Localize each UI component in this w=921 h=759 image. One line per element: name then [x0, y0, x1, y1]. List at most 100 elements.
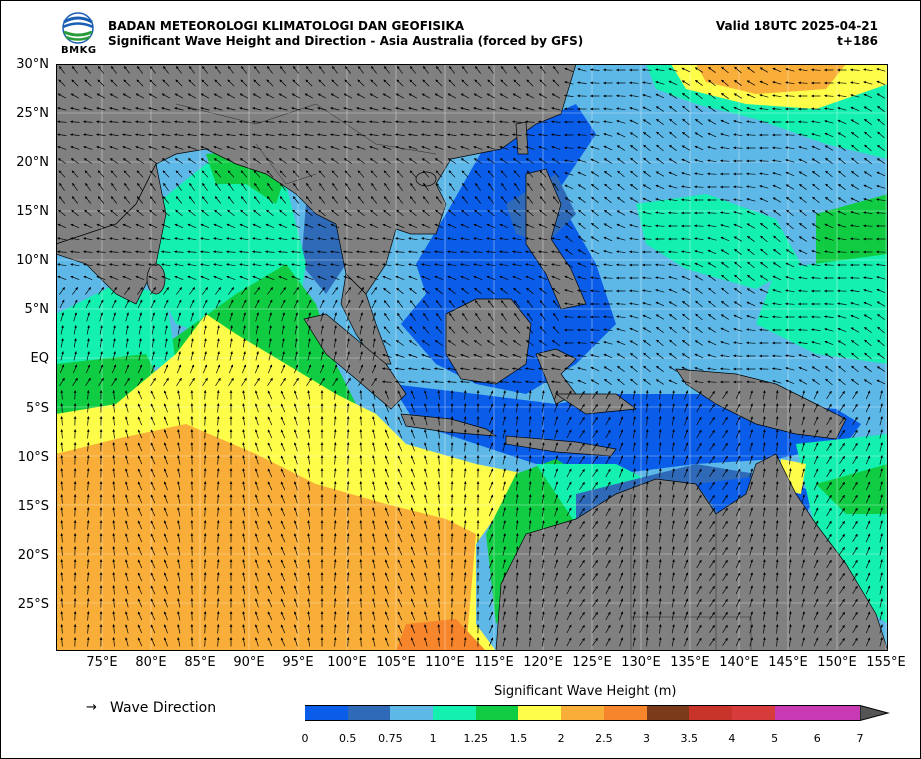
- wave-arrow: [226, 107, 236, 111]
- wave-arrow: [708, 67, 716, 73]
- wave-arrow: [642, 68, 652, 72]
- wave-arrow: [747, 67, 755, 73]
- wave-arrow: [772, 107, 782, 111]
- wave-arrow: [304, 145, 314, 150]
- wave-arrow: [512, 133, 522, 137]
- wave-arrow: [668, 80, 678, 86]
- wave-arrow: [461, 79, 469, 87]
- colorbar: [305, 705, 890, 721]
- wave-arrow: [499, 93, 509, 99]
- wave-arrow: [434, 145, 444, 150]
- wave-arrow: [694, 145, 704, 151]
- colorbar-segment: [433, 705, 476, 721]
- wave-arrow: [161, 145, 171, 150]
- wave-arrow: [863, 106, 873, 112]
- wave-arrow: [487, 79, 495, 87]
- wave-arrow: [304, 158, 313, 164]
- wave-arrow: [149, 79, 157, 87]
- wave-arrow: [109, 158, 118, 164]
- wave-arrow: [499, 120, 509, 124]
- wave-arrow: [629, 107, 639, 111]
- wave-arrow: [83, 145, 93, 150]
- wave-arrow: [200, 145, 210, 150]
- wave-arrow: [564, 67, 574, 73]
- wave-arrow: [447, 133, 457, 137]
- wave-arrow: [527, 66, 533, 74]
- wave-arrow: [877, 145, 885, 151]
- lon-label: 95°E: [282, 655, 314, 670]
- lat-label: EQ: [30, 351, 49, 366]
- colorbar-tick: 1: [429, 732, 437, 745]
- wave-arrow: [421, 93, 431, 99]
- wave-arrow: [721, 66, 729, 74]
- wave-arrow: [512, 93, 522, 99]
- wave-arrow: [643, 132, 651, 138]
- wave-arrow: [57, 145, 67, 150]
- wave-arrow: [57, 107, 67, 111]
- wave-arrow: [254, 66, 260, 74]
- wave-arrow: [682, 118, 690, 126]
- wave-arrow: [174, 158, 183, 164]
- wave-arrow: [590, 133, 600, 137]
- wave-arrow: [228, 66, 234, 74]
- wave-arrow: [486, 145, 496, 150]
- wave-arrow: [111, 66, 117, 74]
- wave-arrow: [746, 107, 756, 111]
- wave-arrow: [643, 144, 651, 152]
- colorbar-tick: 7: [856, 732, 864, 745]
- wave-arrow: [746, 80, 756, 86]
- wave-arrow: [174, 93, 184, 99]
- wave-arrow: [213, 93, 223, 99]
- wave-arrow: [110, 79, 118, 87]
- wave-arrow: [357, 79, 365, 87]
- wave-arrow: [525, 93, 535, 99]
- wave-arrow: [694, 132, 704, 138]
- wave-arrow: [395, 145, 405, 150]
- wave-arrow: [421, 158, 430, 164]
- wave-arrow: [669, 106, 677, 112]
- wave-arrow: [824, 132, 834, 138]
- wave-arrow: [85, 66, 91, 74]
- wave-arrow: [291, 145, 301, 150]
- wave-arrow: [343, 107, 353, 111]
- wave-arrow: [135, 145, 145, 150]
- lon-label: 145°E: [768, 655, 808, 670]
- lat-label: 25°N: [16, 106, 49, 121]
- lon-label: 90°E: [233, 655, 265, 670]
- wave-arrow: [59, 66, 65, 74]
- wave-arrow: [811, 68, 821, 72]
- wave-arrow: [83, 107, 93, 111]
- wave-arrow: [876, 80, 886, 86]
- wave-arrow: [682, 132, 690, 138]
- wave-arrow: [278, 120, 288, 124]
- wave-arrow: [408, 145, 418, 150]
- wave-arrow: [109, 120, 119, 124]
- wave-arrow: [226, 133, 236, 137]
- wave-arrow: [682, 93, 690, 99]
- wave-arrow: [772, 81, 782, 85]
- colorbar-segment: [475, 705, 519, 721]
- wave-arrow: [499, 133, 509, 137]
- wave-arrow: [512, 107, 522, 111]
- wave-arrow: [241, 66, 247, 74]
- wave-arrow: [447, 145, 457, 150]
- wave-arrow: [253, 79, 261, 87]
- colorbar-tick: 6: [813, 732, 821, 745]
- wave-arrow: [616, 132, 626, 138]
- wave-arrow: [733, 146, 743, 150]
- wave-arrow: [265, 145, 275, 150]
- colorbar-segment: [603, 705, 647, 721]
- wave-arrow: [382, 158, 391, 164]
- wave-arrow: [109, 133, 119, 137]
- wave-arrow: [213, 158, 222, 164]
- wave-arrow: [226, 158, 235, 164]
- wave-arrow: [540, 66, 546, 74]
- wave-arrow: [488, 66, 494, 74]
- wave-arrow: [162, 79, 170, 87]
- wave-arrow: [460, 158, 469, 164]
- wave-arrow: [877, 118, 885, 126]
- valid-time: Valid 18UTC 2025-04-21: [715, 19, 878, 33]
- wave-arrow: [161, 107, 171, 111]
- colorbar-segment: [518, 705, 562, 721]
- lon-label: 150°E: [817, 655, 857, 670]
